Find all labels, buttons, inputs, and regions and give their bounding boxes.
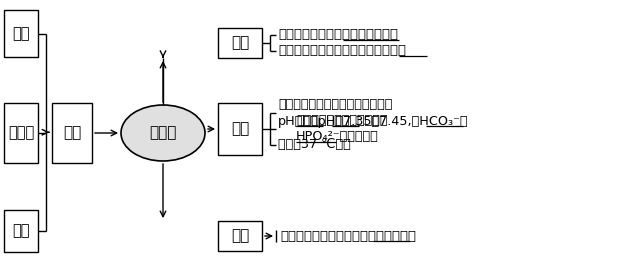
Text: 淋巴: 淋巴 bbox=[12, 224, 29, 238]
Text: 是细胞与外界环境进行物质交据的媒介: 是细胞与外界环境进行物质交据的媒介 bbox=[280, 230, 416, 243]
Bar bbox=[52, 103, 92, 163]
Text: 主要成分：水、无机盐、蛋白质等: 主要成分：水、无机盐、蛋白质等 bbox=[278, 28, 398, 41]
Text: 无机盐、蛋白质的含量有关: 无机盐、蛋白质的含量有关 bbox=[296, 115, 388, 127]
Text: 内环境: 内环境 bbox=[149, 125, 177, 140]
Bar bbox=[218, 103, 262, 155]
Bar bbox=[4, 10, 38, 57]
Text: 成分: 成分 bbox=[231, 36, 249, 50]
Text: 血浆: 血浆 bbox=[12, 26, 29, 41]
Bar bbox=[4, 210, 38, 252]
Bar bbox=[218, 28, 262, 58]
Text: 温度：37 ℃左右: 温度：37 ℃左右 bbox=[278, 138, 351, 151]
Ellipse shape bbox=[121, 105, 205, 161]
Bar bbox=[218, 221, 262, 251]
Text: 组成: 组成 bbox=[63, 125, 81, 140]
Bar bbox=[4, 103, 38, 163]
Text: 性质: 性质 bbox=[231, 121, 249, 137]
Text: pH：血浆pH为7.35～7.45,与HCO₃⁻、: pH：血浆pH为7.35～7.45,与HCO₃⁻、 bbox=[278, 115, 469, 127]
Text: 渗透压：血浆渗透压的大小主要与: 渗透压：血浆渗透压的大小主要与 bbox=[278, 98, 392, 111]
Text: 作用: 作用 bbox=[231, 228, 249, 244]
Text: 组织液: 组织液 bbox=[8, 125, 34, 140]
Text: 主要差别：血浆中含有较多的蛋白质: 主要差别：血浆中含有较多的蛋白质 bbox=[278, 44, 406, 57]
Text: HPO₄²⁻等离子有关: HPO₄²⁻等离子有关 bbox=[296, 131, 379, 144]
